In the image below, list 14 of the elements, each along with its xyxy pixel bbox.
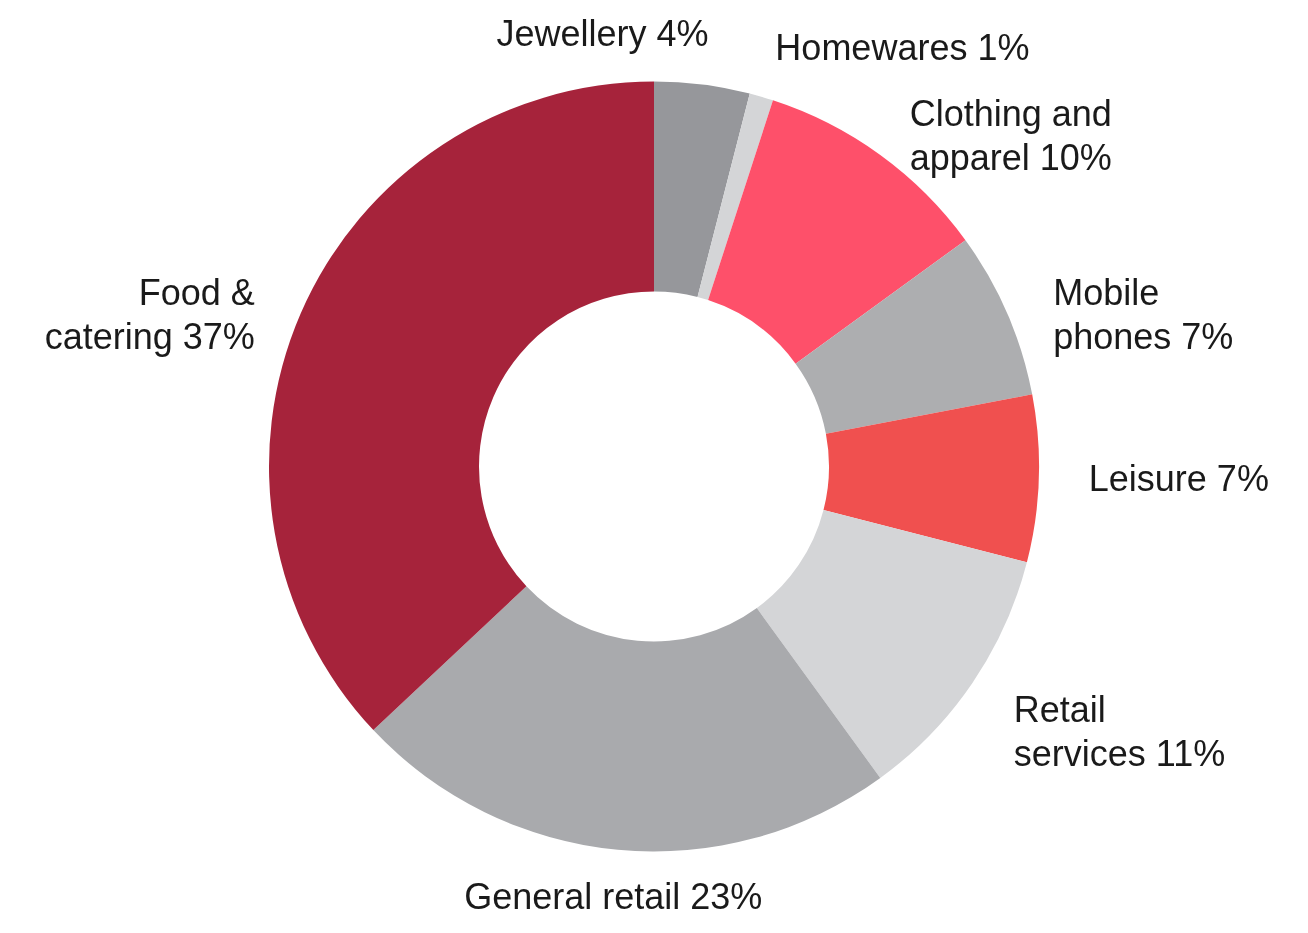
slice-label: Mobile phones 7% (1053, 271, 1234, 357)
donut-slice (654, 81, 750, 297)
slice-label: Jewellery 4% (496, 12, 709, 54)
donut-slice (823, 394, 1039, 563)
slice-label: Leisure 7% (1088, 458, 1269, 500)
donut-slice (373, 586, 881, 852)
slice-label: Clothing and apparel 10% (909, 92, 1112, 178)
donut-slice (269, 81, 654, 731)
donut-slice (697, 93, 773, 301)
slice-label: General retail 23% (464, 875, 763, 917)
slice-label: Food & catering 37% (44, 271, 255, 357)
slice-label: Homewares 1% (775, 26, 1030, 68)
slice-label: Retail services 11% (1013, 689, 1226, 775)
donut-slice (795, 240, 1033, 434)
